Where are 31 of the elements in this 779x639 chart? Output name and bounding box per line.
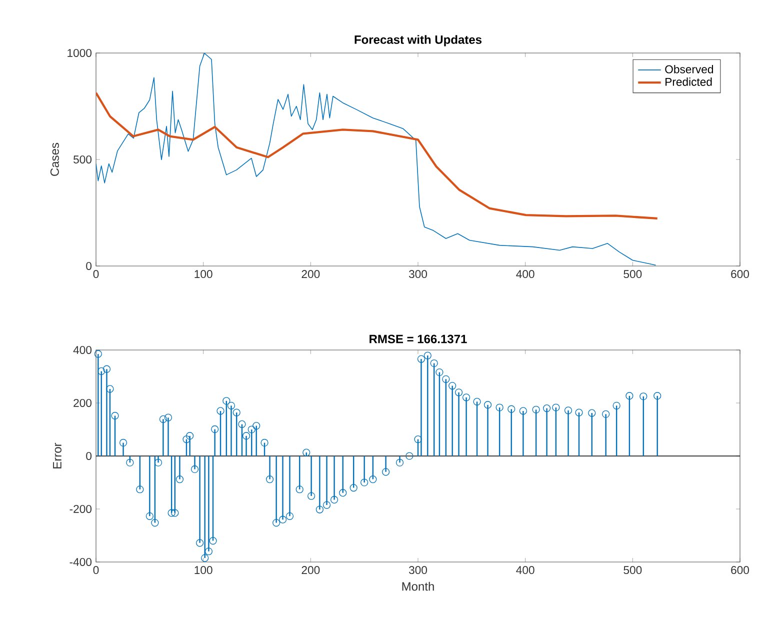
y-tick-label: -200 [70, 504, 92, 513]
legend-label: Predicted [666, 78, 712, 86]
x-tick-label: 0 [93, 270, 99, 278]
y-tick-label: 0 [86, 452, 92, 460]
x-tick-label: 400 [516, 566, 534, 574]
legend-label: Observed [665, 64, 714, 74]
x-tick-label: 500 [624, 566, 642, 574]
x-tick-label: 600 [731, 566, 749, 574]
x-tick-label: 400 [516, 270, 534, 278]
chart-title: Forecast with Updates [354, 35, 482, 46]
x-tick-label: 600 [731, 270, 749, 278]
y-tick-label: -400 [70, 558, 92, 566]
x-tick-label: 100 [194, 270, 212, 278]
y-tick-label: 200 [74, 398, 92, 407]
y-tick-label: 0 [86, 262, 92, 270]
line-series [96, 92, 658, 220]
y-axis-title: Cases [50, 142, 59, 176]
x-tick-label: 100 [194, 566, 212, 574]
x-tick-label: 300 [408, 270, 427, 278]
x-tick-label: 500 [624, 270, 642, 278]
x-axis-title: Month [402, 582, 434, 591]
y-tick-label: 400 [73, 346, 92, 354]
chart-title: RMSE = 166.1371 [370, 334, 467, 344]
y-tick-label: 1000 [68, 48, 92, 57]
x-tick-label: 300 [408, 566, 427, 574]
x-tick-label: 0 [93, 566, 99, 574]
x-tick-label: 200 [302, 270, 320, 278]
y-tick-label: 500 [74, 155, 92, 164]
line-series [96, 52, 656, 266]
x-tick-label: 200 [302, 566, 320, 574]
y-axis-title: Error [53, 442, 62, 468]
